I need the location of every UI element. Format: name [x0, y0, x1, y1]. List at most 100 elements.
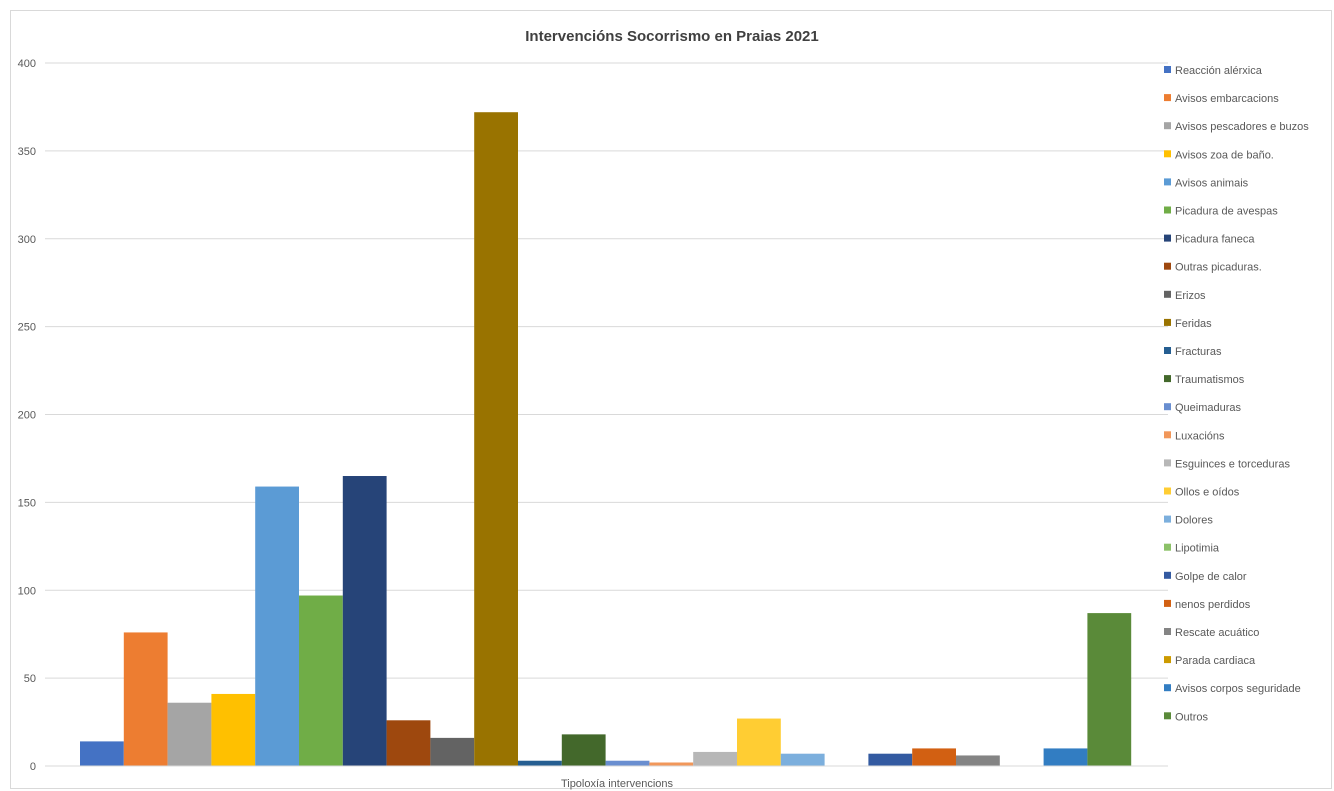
legend-swatch — [1164, 122, 1171, 130]
bar-7 — [342, 476, 387, 766]
legend-item: Outros — [1164, 711, 1209, 723]
legend-swatch — [1164, 684, 1171, 692]
legend-swatch — [1164, 94, 1171, 102]
legend-item: Outras picaduras. — [1164, 262, 1262, 274]
bar-6 — [299, 595, 343, 766]
bar-19 — [868, 753, 913, 766]
legend-swatch — [1164, 459, 1171, 467]
legend-item: Erizos — [1164, 290, 1206, 302]
bar-12 — [561, 734, 606, 766]
legend-swatch — [1164, 290, 1171, 298]
legend-label: Outros — [1175, 711, 1209, 723]
legend-item: Esguinces e torceduras — [1164, 458, 1290, 470]
legend-label: Avisos corpos seguridade — [1175, 683, 1301, 695]
x-axis-label: Tipoloxía intervencions — [561, 778, 674, 790]
legend-item: Avisos animais — [1164, 177, 1249, 189]
legend-label: Golpe de calor — [1175, 571, 1247, 583]
legend-label: Outras picaduras. — [1175, 262, 1262, 274]
legend-item: Rescate acuático — [1164, 627, 1259, 639]
legend-item: Queimaduras — [1164, 402, 1242, 414]
bar-21 — [956, 755, 1000, 766]
y-tick-label: 300 — [18, 234, 36, 246]
gridlines — [45, 62, 1168, 679]
y-tick-label: 0 — [30, 761, 36, 773]
legend-swatch — [1164, 403, 1171, 411]
legend-item: Traumatismos — [1164, 374, 1245, 386]
legend-item: Avisos zoa de baño. — [1164, 149, 1274, 161]
legend-item: Avisos pescadores e buzos — [1164, 121, 1309, 133]
bar-8 — [386, 720, 431, 766]
legend-item: Avisos corpos seguridade — [1164, 683, 1301, 695]
bar-9 — [430, 737, 475, 766]
bar-15 — [693, 751, 737, 766]
y-axis-ticks: 0 50 100 150 200 250 300 350 400 — [18, 58, 36, 773]
legend-swatch — [1164, 571, 1171, 579]
legend-swatch — [1164, 515, 1171, 523]
legend-label: Reacción alérxica — [1175, 65, 1263, 77]
y-tick-label: 200 — [18, 410, 36, 422]
legend-item: Lipotimia — [1164, 543, 1220, 555]
legend: Reacción alérxica Avisos embarcacions Avis… — [1164, 65, 1309, 723]
legend-swatch — [1164, 628, 1171, 635]
legend-swatch — [1164, 487, 1171, 495]
bar-16 — [737, 718, 781, 766]
y-tick-label: 100 — [18, 585, 36, 597]
legend-swatch — [1164, 712, 1171, 720]
y-tick-label: 50 — [24, 673, 36, 685]
legend-item: Golpe de calor — [1164, 571, 1247, 583]
legend-label: Avisos animais — [1175, 177, 1249, 189]
chart-title: Intervencións Socorrismo en Praias 2021 — [525, 28, 818, 45]
y-tick-label: 250 — [18, 322, 36, 334]
chart-svg: Intervencións Socorrismo en Praias 2021 … — [18, 28, 1310, 790]
legend-swatch — [1164, 347, 1171, 354]
legend-label: Rescate acuático — [1175, 627, 1259, 639]
bar-24 — [1087, 613, 1132, 766]
legend-swatch — [1164, 66, 1171, 73]
bar-20 — [912, 748, 956, 766]
legend-item: Reacción alérxica — [1164, 65, 1263, 77]
legend-swatch — [1164, 234, 1171, 242]
legend-swatch — [1164, 262, 1171, 270]
y-tick-label: 150 — [18, 497, 36, 509]
legend-label: Picadura de avespas — [1175, 206, 1278, 218]
legend-swatch — [1164, 375, 1171, 383]
chart-frame: Intervencións Socorrismo en Praias 2021 … — [10, 10, 1332, 790]
legend-label: Ollos e oídos — [1175, 487, 1240, 499]
bar-5 — [255, 486, 299, 766]
legend-item: Fracturas — [1164, 346, 1222, 358]
bar-23 — [1043, 748, 1088, 766]
bar-1 — [80, 741, 124, 766]
y-tick-label: 400 — [18, 58, 36, 70]
legend-label: Luxacións — [1175, 430, 1225, 442]
legend-label: Lipotimia — [1175, 543, 1220, 555]
legend-label: Esguinces e torceduras — [1175, 458, 1290, 470]
bar-17 — [780, 753, 825, 766]
legend-item: nenos perdidos — [1164, 599, 1251, 611]
bar-3 — [167, 702, 212, 766]
legend-item: Avisos embarcacions — [1164, 93, 1279, 105]
bar-4 — [211, 693, 256, 766]
bars — [80, 112, 1132, 766]
legend-item: Luxacións — [1164, 430, 1225, 442]
legend-label: Parada cardiaca — [1175, 655, 1256, 667]
legend-label: Picadura faneca — [1175, 234, 1255, 246]
legend-swatch — [1164, 206, 1171, 214]
legend-label: Fracturas — [1175, 346, 1222, 358]
legend-label: Feridas — [1175, 318, 1212, 330]
legend-label: Erizos — [1175, 290, 1206, 302]
legend-label: nenos perdidos — [1175, 599, 1251, 611]
bar-11 — [518, 760, 562, 766]
legend-swatch — [1164, 318, 1171, 326]
legend-label: Avisos pescadores e buzos — [1175, 121, 1309, 133]
bar-10 — [474, 112, 518, 766]
bar-14 — [649, 762, 694, 766]
legend-swatch — [1164, 656, 1171, 664]
bar-13 — [605, 760, 650, 766]
legend-swatch — [1164, 150, 1171, 158]
legend-item: Ollos e oídos — [1164, 487, 1240, 499]
legend-item: Picadura de avespas — [1164, 206, 1278, 218]
legend-item: Dolores — [1164, 515, 1213, 527]
legend-label: Dolores — [1175, 515, 1213, 527]
legend-label: Avisos embarcacions — [1175, 93, 1279, 105]
y-tick-label: 350 — [18, 146, 36, 158]
